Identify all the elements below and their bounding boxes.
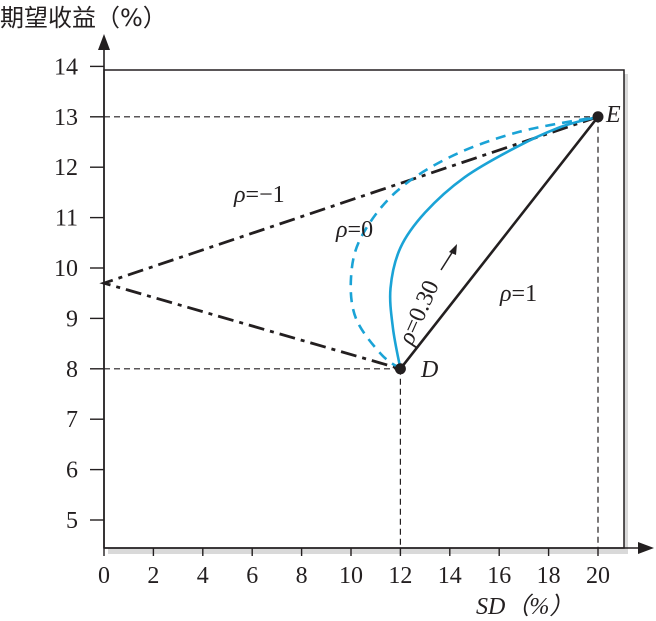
x-tick-label: 18 [537, 563, 561, 589]
point-d [394, 363, 406, 375]
x-tick-label: 8 [296, 563, 308, 589]
point-d-label: D [420, 357, 438, 383]
label-rho-neg1: ρ=−1 [233, 182, 285, 208]
x-tick-label: 4 [197, 563, 209, 589]
point-e-label: E [605, 102, 621, 128]
y-tick-label: 9 [66, 306, 78, 332]
x-tick-label: 16 [487, 563, 511, 589]
rho-030-arrow-head [449, 244, 457, 255]
x-tick-label: 12 [388, 563, 412, 589]
y-tick-label: 5 [66, 508, 78, 534]
series-line-2 [349, 115, 599, 370]
x-axis-arrow [638, 542, 654, 554]
x-axis-title: SD（%） [476, 593, 573, 620]
y-tick-label: 13 [54, 105, 78, 131]
series-line-0 [399, 115, 600, 370]
label-rho-1: ρ=1 [499, 281, 537, 307]
y-tick-label: 7 [66, 407, 78, 433]
x-tick-label: 10 [339, 563, 363, 589]
y-tick-label: 11 [55, 206, 78, 232]
x-tick-label: 14 [438, 563, 462, 589]
x-tick-label: 2 [147, 563, 159, 589]
y-axis-title: 期望收益（%） [0, 4, 167, 32]
y-tick-label: 6 [66, 458, 78, 484]
y-tick-label: 10 [54, 256, 78, 282]
ticks: 0 2 4 6 8 10 12 14 16 18 20 5 6 7 8 9 10 11 12 13 14 [54, 54, 610, 589]
points-layer [394, 111, 604, 375]
series-line-3 [388, 115, 599, 370]
x-tick-label: 0 [98, 563, 110, 589]
axes [98, 34, 654, 554]
x-tick-label: 20 [586, 563, 610, 589]
label-rho-0: ρ=0 [335, 217, 373, 243]
y-axis-arrow [98, 34, 110, 50]
y-tick-label: 8 [66, 357, 78, 383]
plot-frame [103, 69, 625, 549]
point-e [592, 111, 604, 123]
y-tick-label: 12 [54, 155, 78, 181]
y-tick-label: 14 [54, 54, 78, 80]
x-tick-label: 6 [246, 563, 258, 589]
guide-lines [104, 116, 599, 548]
